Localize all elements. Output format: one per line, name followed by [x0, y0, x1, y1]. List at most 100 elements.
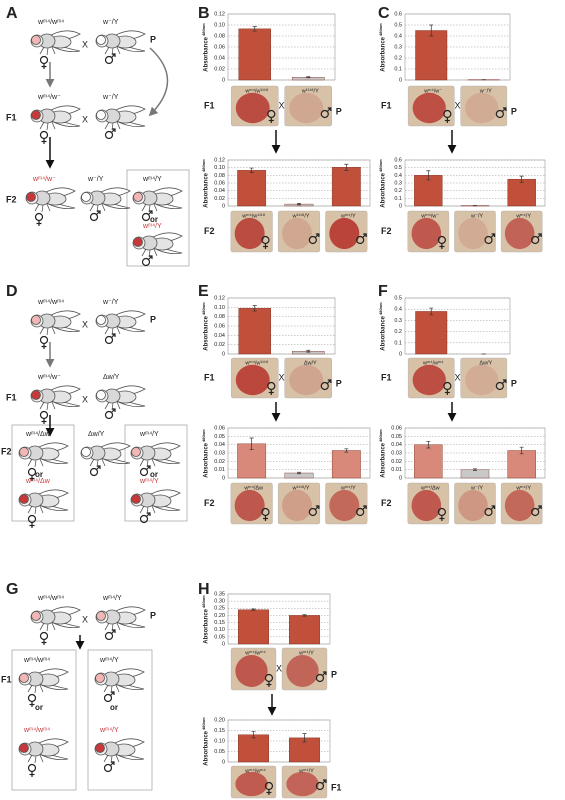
error-bar: [249, 437, 254, 451]
genotype: wᵐ⁴/Δw: [25, 478, 51, 485]
symbol-arrow: [490, 505, 496, 510]
bar: [331, 450, 361, 479]
symbol-ring: [104, 130, 114, 140]
female-symbol: [27, 763, 37, 777]
fly-eye: [131, 447, 141, 457]
female-symbol: [39, 410, 49, 424]
male-symbol: [315, 671, 327, 683]
y-tick-label: 0.3: [394, 44, 402, 50]
generation: F1: [6, 392, 17, 402]
genotype: wᵐ⁴/wᵐ⁴: [23, 727, 50, 734]
generation: F1: [204, 100, 215, 110]
y-axis-label-sup: 480nm: [378, 429, 383, 442]
genotype: Δw/Y: [88, 431, 105, 438]
female-symbol: [437, 507, 446, 521]
or: or: [150, 470, 158, 479]
x-tick-label: w⁻/Y: [470, 213, 483, 219]
symbol-ring: [315, 673, 325, 683]
bar: [415, 311, 448, 355]
box: [124, 424, 188, 522]
cross: X: [82, 614, 88, 624]
y-tick-label: 0.02: [214, 66, 225, 72]
error-bar: [251, 608, 256, 611]
genotype: wᵐ⁴/Y: [102, 595, 122, 602]
male-symbol: [139, 512, 151, 524]
fly-eye: [31, 315, 41, 325]
y-tick-label: 0.3: [394, 318, 402, 324]
y-tick-label: 0.4: [394, 173, 402, 179]
error-bar: [297, 202, 301, 206]
male-symbol: [531, 505, 542, 517]
symbol-arrow: [110, 691, 115, 696]
fly-eye: [19, 494, 29, 504]
cross: X: [82, 39, 88, 49]
male-symbol: [315, 779, 327, 791]
x-tick-label: wᵐ⁴/Δw: [243, 484, 263, 491]
female-symbol: [261, 507, 270, 521]
symbol-ring: [495, 381, 504, 391]
bar: [507, 450, 536, 479]
symbol-ring: [103, 763, 113, 773]
diagram-a: wᵐ⁴/wᵐ⁴ X w⁻/Y P F1 wᵐ⁴/w⁻ X w⁻/Y F2 wᵐ⁴…: [6, 19, 190, 267]
error-bar: [344, 163, 349, 171]
symbol-ring: [484, 507, 493, 517]
y-axis-label-sup: 480nm: [201, 595, 206, 608]
fly-eye: [81, 192, 91, 202]
eye-photo-eye: [504, 489, 535, 522]
genotype: Δw/Y: [103, 374, 120, 381]
fly-eye: [133, 237, 143, 247]
symbol-arrow: [537, 505, 542, 510]
error-bar: [249, 167, 254, 173]
genotype: w⁻/Y: [102, 299, 119, 306]
female-symbol: [264, 781, 274, 795]
male-symbol: [104, 53, 116, 65]
y-axis-label-sup: 480nm: [201, 429, 206, 442]
y-tick-label: 0.02: [391, 459, 402, 465]
box: [11, 424, 75, 522]
y-tick-label: 0.04: [214, 188, 225, 194]
symbol-arrow: [146, 465, 151, 470]
panel-letter: G: [6, 581, 18, 598]
y-tick-label: 0.6: [394, 157, 402, 163]
symbol-ring: [27, 693, 37, 703]
y-tick-label: 0: [399, 77, 402, 83]
y-tick-label: 0: [222, 641, 225, 647]
symbol-arrow: [111, 333, 116, 338]
bar: [414, 444, 443, 479]
y-tick-label: 0.35: [214, 591, 225, 597]
generation: F2: [204, 498, 215, 508]
fly: [80, 442, 131, 468]
eye-photo: [284, 357, 332, 399]
y-tick-label: 0.20: [214, 613, 225, 619]
x-tick-label: wᵐ⁴/Y: [340, 212, 356, 219]
y-axis-label-sup: 480nm: [201, 717, 206, 730]
y-axis-label: Absorbance: [204, 172, 210, 207]
bar: [289, 615, 321, 645]
fly: [18, 442, 69, 468]
fly-legs: [34, 203, 51, 213]
fly: [130, 489, 181, 515]
error-bar: [297, 471, 301, 475]
generation: F1: [381, 100, 392, 110]
y-axis-label: Absorbance: [381, 442, 387, 477]
error-bar: [302, 614, 307, 617]
panel-letter: B: [198, 5, 210, 22]
y-tick-label: 0.15: [214, 728, 225, 734]
y-tick-label: 0.2: [394, 329, 402, 335]
x-tick-label: w¹¹¹⁸/Y: [301, 87, 319, 94]
y-tick-label: 0.1: [394, 196, 402, 202]
error-bar: [302, 733, 307, 743]
symbol-ring: [141, 257, 151, 267]
symbol-arrow: [501, 107, 507, 112]
y-tick-label: 0.12: [214, 295, 225, 301]
x-tick-label: wᵐ⁴/w¹¹¹⁸: [241, 212, 265, 219]
eye-photo: [460, 357, 508, 399]
fly-eye: [31, 35, 41, 45]
error-bar: [473, 468, 477, 471]
symbol-ring: [531, 235, 540, 245]
